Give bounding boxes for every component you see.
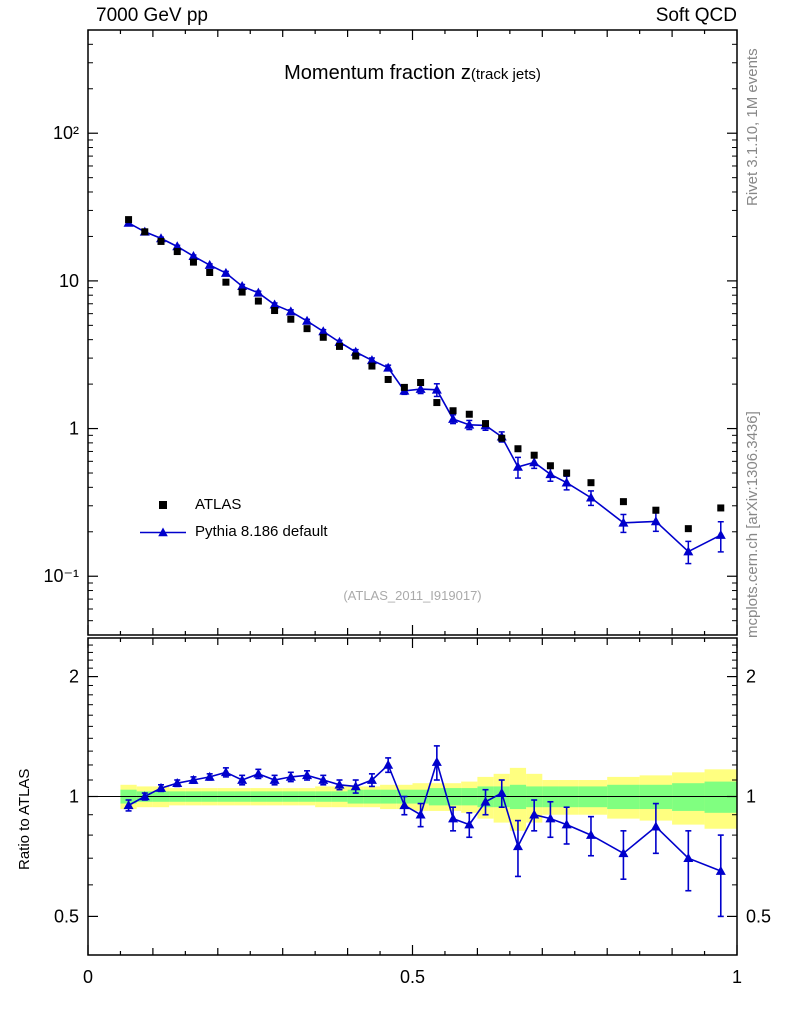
mcplots-reference-label: mcplots.cern.ch [arXiv:1306.3436] [744, 411, 761, 638]
plot-title-main: Momentum fraction z [284, 62, 471, 84]
ratio-axis-label: Ratio to ATLAS [16, 768, 33, 870]
legend: ATLAS Pythia 8.186 default [140, 491, 328, 545]
svg-text:1: 1 [69, 787, 79, 807]
analysis-id-watermark: (ATLAS_2011_I919017) [343, 588, 482, 603]
svg-text:1: 1 [732, 967, 742, 987]
rivet-version-label: Rivet 3.1.10, 1M events [744, 48, 761, 206]
svg-text:0.5: 0.5 [746, 906, 771, 926]
legend-label-atlas: ATLAS [195, 496, 242, 513]
svg-text:0: 0 [83, 967, 93, 987]
svg-text:1: 1 [746, 787, 756, 807]
legend-item-atlas: ATLAS [140, 491, 328, 518]
legend-item-pythia: Pythia 8.186 default [140, 518, 328, 545]
svg-text:0.5: 0.5 [400, 967, 425, 987]
plot-title: Momentum fraction z(track jets) [88, 62, 737, 85]
svg-text:2: 2 [746, 667, 756, 687]
process-group-label: Soft QCD [655, 5, 737, 26]
pythia-line-triangle-marker-icon [140, 527, 186, 536]
svg-text:0.5: 0.5 [54, 906, 79, 926]
atlas-square-marker-icon [159, 500, 167, 509]
svg-text:2: 2 [69, 667, 79, 687]
legend-label-pythia: Pythia 8.186 default [195, 523, 328, 540]
plot-title-sub: (track jets) [470, 66, 541, 83]
svg-text:1: 1 [69, 419, 79, 439]
svg-text:10⁻¹: 10⁻¹ [43, 566, 79, 586]
svg-text:10: 10 [59, 271, 79, 291]
svg-text:10²: 10² [53, 123, 79, 143]
beam-energy-label: 7000 GeV pp [96, 5, 208, 26]
